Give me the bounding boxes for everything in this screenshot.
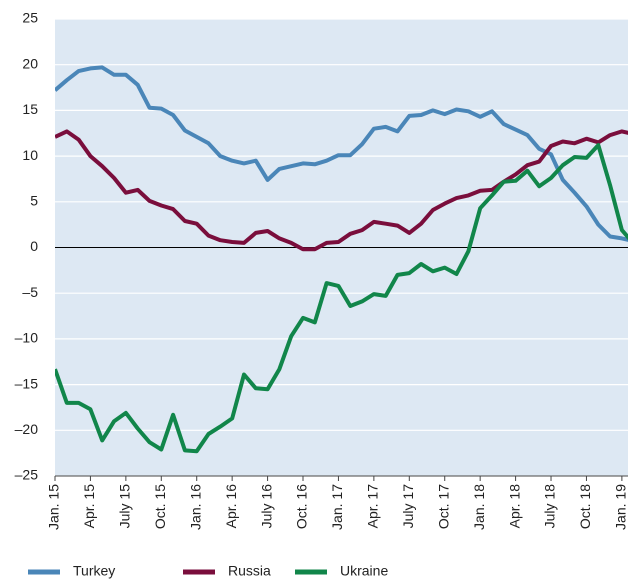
y-tick-label: –20	[15, 421, 39, 437]
y-tick-label: 25	[22, 10, 38, 26]
x-tick-label: Jan. 19	[613, 484, 629, 530]
x-tick-label: Oct. 15	[152, 484, 168, 529]
y-tick-label: 10	[22, 147, 38, 163]
x-tick-label: Jan. 18	[471, 484, 487, 530]
x-tick-label: July 17	[400, 484, 416, 529]
x-tick-label: Oct. 18	[577, 484, 593, 529]
legend-label: Turkey	[73, 563, 115, 579]
series-line	[55, 143, 628, 454]
x-tick-label: Apr. 17	[365, 484, 381, 529]
y-tick-label: 0	[30, 238, 38, 254]
x-tick-label: Jan. 16	[187, 484, 203, 530]
x-tick-label: Apr. 16	[223, 484, 239, 529]
x-tick-label: Jan. 17	[329, 484, 345, 530]
legend-label: Ukraine	[340, 563, 388, 579]
x-tick-label: Oct. 16	[294, 484, 310, 529]
x-tick-label: July 18	[542, 484, 558, 529]
grid	[54, 18, 628, 481]
y-tick-label: –25	[15, 467, 39, 483]
series-line	[55, 129, 628, 252]
x-tick-label: Oct. 17	[435, 484, 451, 529]
y-tick-label: –15	[15, 375, 39, 391]
y-tick-label: –10	[15, 330, 39, 346]
y-tick-label: 15	[22, 101, 38, 117]
labels: –25 –20 –15 –10 –5 0 5 10 15 20 25 Jan. 15 Apr. 15 Ju…	[15, 10, 629, 579]
series-line	[55, 65, 628, 242]
y-tick-label: –5	[22, 284, 38, 300]
x-tick-label: Apr. 18	[506, 484, 522, 529]
y-tick-label: 20	[22, 55, 38, 71]
lines	[55, 65, 628, 454]
x-tick-label: Jan. 15	[46, 484, 62, 530]
x-tick-label: July 15	[117, 484, 133, 529]
legend-label: Russia	[228, 563, 271, 579]
y-tick-label: 5	[30, 193, 38, 209]
x-tick-label: July 16	[258, 484, 274, 529]
x-tick-label: Apr. 15	[81, 484, 97, 529]
